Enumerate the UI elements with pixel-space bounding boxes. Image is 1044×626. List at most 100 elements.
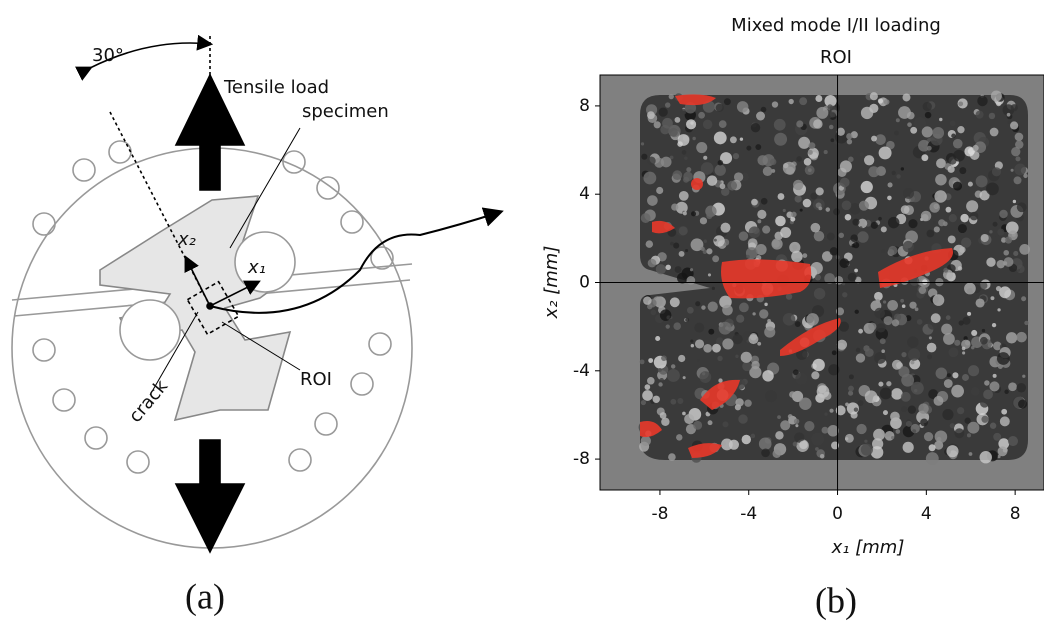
speckle bbox=[791, 251, 802, 262]
speckle bbox=[641, 436, 651, 446]
speckle bbox=[815, 274, 821, 280]
speckle bbox=[671, 203, 678, 210]
speckle bbox=[927, 146, 932, 151]
speckle bbox=[770, 159, 776, 165]
speckle bbox=[721, 439, 733, 451]
speckle bbox=[829, 409, 833, 413]
speckle bbox=[693, 421, 702, 430]
speckle bbox=[1015, 156, 1020, 161]
speckle bbox=[883, 300, 886, 303]
speckle bbox=[968, 365, 979, 376]
speckle bbox=[933, 221, 937, 225]
speckle bbox=[947, 373, 951, 377]
speckle bbox=[657, 179, 660, 182]
speckle bbox=[901, 205, 910, 214]
speckle bbox=[746, 146, 751, 151]
speckle bbox=[896, 174, 900, 178]
speckle bbox=[790, 217, 795, 222]
speckle bbox=[799, 440, 808, 449]
speckle bbox=[774, 119, 786, 131]
speckle bbox=[958, 224, 967, 233]
speckle bbox=[671, 364, 675, 368]
speckle bbox=[762, 370, 773, 381]
speckle bbox=[684, 157, 687, 160]
speckle bbox=[1007, 121, 1010, 124]
speckle bbox=[918, 403, 928, 413]
speckle bbox=[762, 226, 770, 234]
speckle bbox=[741, 352, 752, 363]
speckle bbox=[860, 153, 864, 157]
speckle bbox=[1011, 104, 1018, 111]
speckle bbox=[840, 160, 852, 172]
speckle bbox=[839, 258, 849, 268]
speckle bbox=[946, 207, 952, 213]
speckle bbox=[888, 182, 893, 187]
speckle bbox=[660, 309, 672, 321]
speckle bbox=[1018, 400, 1027, 409]
speckle bbox=[692, 137, 695, 140]
speckle bbox=[1021, 296, 1026, 301]
x2-label: x₂ bbox=[177, 229, 196, 250]
speckle bbox=[996, 286, 1001, 291]
speckle bbox=[1006, 332, 1017, 343]
speckle bbox=[992, 167, 1001, 176]
speckle bbox=[951, 385, 964, 398]
plot-subtitle: ROI bbox=[820, 47, 852, 68]
speckle bbox=[783, 313, 796, 326]
speckle bbox=[903, 442, 914, 453]
speckle bbox=[732, 334, 742, 344]
speckle bbox=[795, 195, 802, 202]
speckle bbox=[992, 323, 996, 327]
speckle bbox=[716, 104, 724, 112]
speckle bbox=[736, 315, 744, 323]
speckle bbox=[934, 204, 939, 209]
speckle bbox=[751, 361, 759, 369]
speckle bbox=[811, 433, 824, 446]
speckle bbox=[668, 453, 676, 461]
speckle bbox=[683, 177, 689, 183]
speckle bbox=[971, 346, 975, 350]
speckle bbox=[1015, 133, 1024, 142]
speckle bbox=[898, 106, 911, 119]
speckle bbox=[815, 95, 822, 102]
speckle bbox=[699, 371, 711, 383]
speckle bbox=[883, 410, 888, 415]
speckle bbox=[695, 301, 700, 306]
speckle bbox=[910, 127, 917, 134]
speckle bbox=[931, 313, 941, 323]
speckle bbox=[962, 317, 970, 325]
speckle bbox=[739, 303, 749, 313]
speckle bbox=[923, 102, 932, 111]
speckle bbox=[997, 229, 1004, 236]
speckle bbox=[967, 312, 971, 316]
speckle bbox=[973, 145, 979, 151]
speckle bbox=[936, 158, 946, 168]
speckle bbox=[1013, 200, 1016, 203]
speckle bbox=[981, 234, 989, 242]
speckle bbox=[839, 233, 844, 238]
speckle bbox=[707, 175, 718, 186]
speckle bbox=[701, 305, 705, 309]
speckle bbox=[742, 362, 752, 372]
speckle bbox=[761, 198, 768, 205]
speckle bbox=[682, 150, 687, 155]
speckle bbox=[998, 446, 1008, 456]
load-label: Tensile load bbox=[223, 77, 329, 98]
speckle bbox=[946, 445, 958, 457]
speckle bbox=[834, 276, 843, 285]
speckle bbox=[845, 434, 854, 443]
speckle bbox=[901, 374, 914, 387]
speckle bbox=[903, 241, 914, 252]
speckle bbox=[892, 319, 899, 326]
speckle bbox=[656, 187, 663, 194]
speckle bbox=[884, 316, 893, 325]
speckle bbox=[714, 239, 717, 242]
speckle bbox=[870, 92, 878, 100]
speckle bbox=[744, 400, 751, 407]
y-tick-label: -4 bbox=[573, 361, 590, 381]
speckle bbox=[965, 418, 971, 424]
speckle bbox=[811, 371, 819, 379]
speckle bbox=[730, 136, 737, 143]
speckle bbox=[959, 167, 966, 174]
speckle bbox=[991, 90, 1002, 101]
